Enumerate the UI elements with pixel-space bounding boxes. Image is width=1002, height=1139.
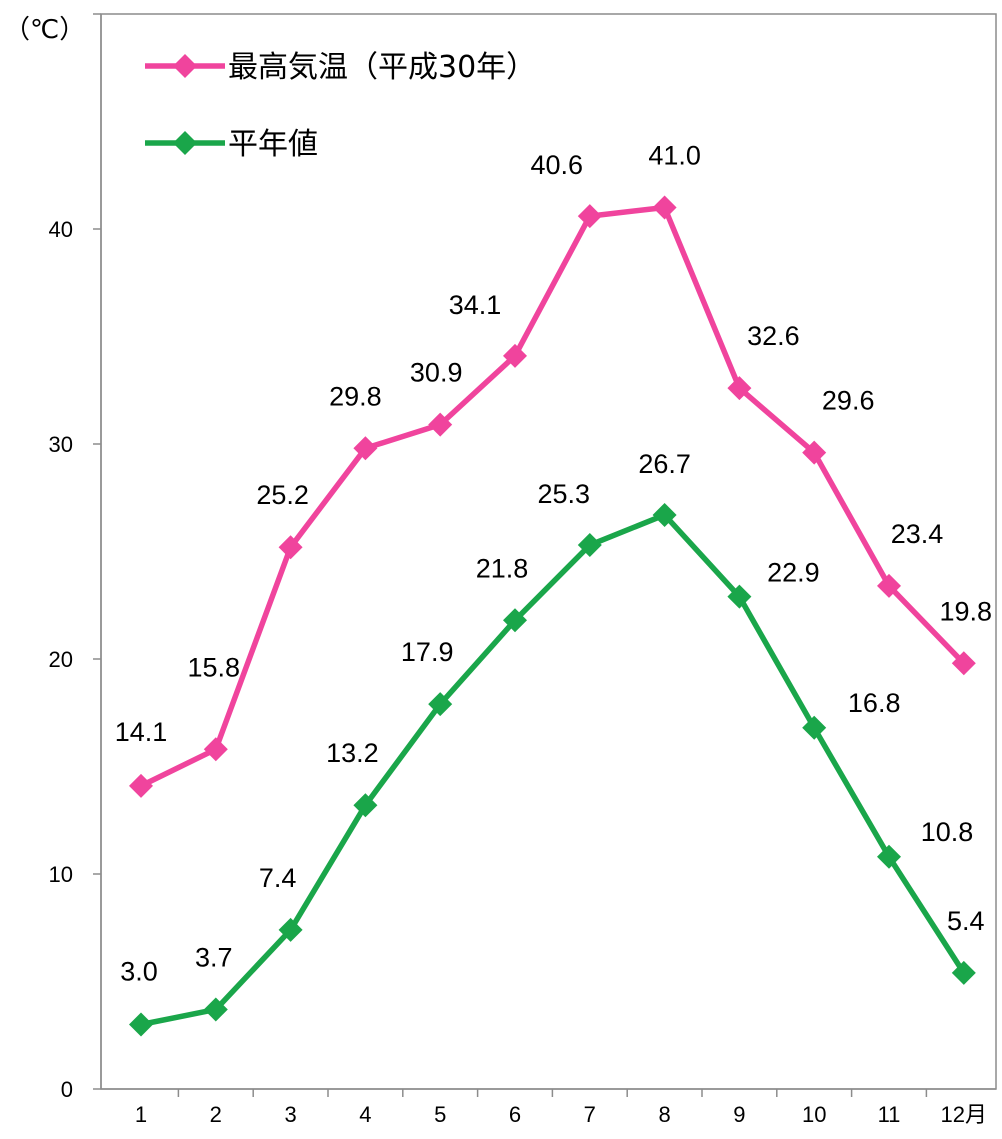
legend-label: 最高気温（平成30年） [228, 50, 536, 85]
data-label: 40.6 [531, 150, 584, 180]
x-tick-label: 12月 [941, 1102, 987, 1127]
y-tick-label: 0 [61, 1077, 73, 1102]
data-label: 22.9 [767, 558, 820, 588]
data-label: 19.8 [940, 596, 993, 626]
x-tick-label: 4 [359, 1102, 371, 1127]
data-label: 41.0 [648, 141, 701, 171]
data-point-marker [203, 997, 228, 1022]
data-point-marker [802, 715, 827, 740]
data-label: 7.4 [259, 863, 297, 893]
data-label: 16.8 [848, 688, 901, 718]
data-point-marker [652, 502, 677, 527]
data-point-marker [503, 608, 527, 633]
data-label: 13.2 [326, 738, 379, 768]
data-label: 32.6 [747, 321, 800, 351]
data-point-marker [503, 343, 527, 368]
data-label: 25.2 [256, 480, 309, 510]
data-label: 10.8 [921, 817, 974, 847]
data-point-marker [727, 584, 752, 609]
data-point-marker [428, 412, 453, 437]
data-point-marker [129, 1012, 153, 1037]
x-tick-label: 8 [658, 1102, 670, 1127]
x-tick-label: 10 [802, 1102, 826, 1127]
data-point-marker [278, 535, 303, 560]
x-tick-label: 11 [878, 1102, 901, 1127]
data-label: 21.8 [476, 553, 529, 583]
data-label: 34.1 [449, 290, 502, 320]
data-label: 14.1 [115, 717, 168, 747]
axes: 0 10 20 30 40 1 2 3 4 5 6 7 8 9 10 11 12月 [49, 13, 996, 1127]
data-point-marker [877, 844, 901, 869]
data-label: 3.7 [195, 942, 233, 972]
y-tick-label: 30 [49, 432, 73, 457]
x-tick-label: 7 [584, 1102, 596, 1127]
data-point-marker [577, 533, 602, 558]
legend-marker [173, 131, 197, 155]
data-label: 17.9 [401, 637, 454, 667]
data-point-marker [353, 436, 378, 461]
data-point-marker [727, 376, 752, 401]
data-point-marker [129, 773, 153, 798]
data-label: 29.6 [822, 386, 875, 416]
data-label: 25.3 [538, 479, 591, 509]
y-axis-unit-label: （℃） [4, 15, 85, 45]
x-tick-label: 2 [210, 1102, 222, 1127]
data-point-marker [203, 737, 228, 762]
x-tick-label: 1 [135, 1102, 147, 1127]
data-label: 29.8 [329, 381, 382, 411]
data-point-marker [951, 960, 976, 985]
data-point-marker [353, 793, 378, 818]
data-label: 15.8 [188, 652, 241, 682]
y-tick-label: 20 [49, 647, 73, 672]
x-tick-label: 3 [284, 1102, 296, 1127]
series-line [140, 512, 967, 1028]
data-point-marker [577, 204, 602, 229]
data-point-marker [652, 195, 677, 220]
data-label: 3.0 [120, 957, 158, 987]
data-point-marker [951, 651, 976, 676]
data-label: 5.4 [947, 906, 985, 936]
y-tick-label: 40 [49, 217, 73, 242]
series-line [139, 204, 966, 789]
legend-label: 平年値 [228, 127, 318, 162]
data-point-marker [877, 573, 901, 598]
data-label: 23.4 [891, 519, 944, 549]
x-tick-label: 9 [733, 1102, 745, 1127]
data-point-marker [802, 440, 827, 465]
data-label: 26.7 [638, 449, 691, 479]
y-tick-label: 10 [49, 862, 73, 887]
legend: 最高気温（平成30年） 平年値 [145, 50, 536, 162]
data-point-marker [428, 692, 453, 717]
x-tick-label: 5 [434, 1102, 446, 1127]
x-tick-label: 6 [509, 1102, 521, 1127]
data-point-marker [278, 917, 303, 942]
data-label: 30.9 [410, 358, 463, 388]
series-group [129, 195, 976, 1037]
legend-marker [173, 54, 197, 78]
data-labels: 14.1 15.8 25.2 29.8 30.9 34.1 40.6 41.0 32.6 29.6… [115, 141, 992, 987]
